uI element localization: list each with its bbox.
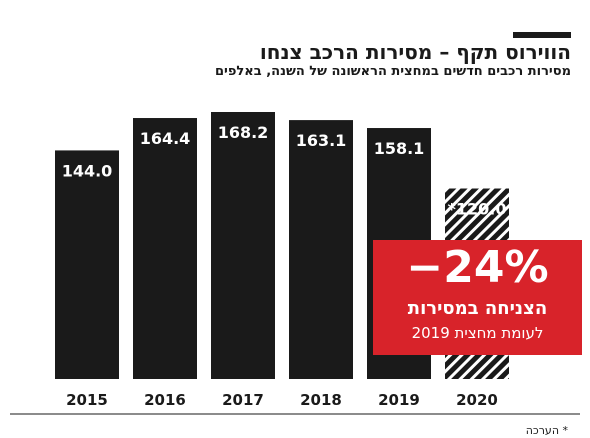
value-labels-group: 144.0 164.4 168.2 163.1 158.1 *120.0 bbox=[62, 123, 507, 219]
x-tick-2018: 2018 bbox=[300, 391, 342, 409]
x-tick-2020: 2020 bbox=[456, 391, 498, 409]
bar-2017 bbox=[211, 112, 275, 379]
x-tick-labels-group: 2015 2016 2017 2018 2019 2020 bbox=[66, 391, 498, 409]
value-label-2015: 144.0 bbox=[62, 161, 113, 180]
value-label-2019: 158.1 bbox=[374, 139, 425, 158]
value-label-2018: 163.1 bbox=[296, 131, 347, 150]
x-tick-2017: 2017 bbox=[222, 391, 264, 409]
value-label-2016: 164.4 bbox=[140, 129, 191, 148]
decline-comparison: לעומת מחצית 2019 bbox=[411, 324, 544, 342]
value-label-2017: 168.2 bbox=[218, 123, 269, 142]
bar-2016 bbox=[133, 118, 197, 379]
top-rule bbox=[513, 32, 571, 38]
x-tick-2016: 2016 bbox=[144, 391, 186, 409]
bar-2018 bbox=[289, 120, 353, 380]
decline-badge: −24% הצניחה במסירות לעומת מחצית 2019 bbox=[373, 240, 582, 355]
bar-2015 bbox=[55, 150, 119, 379]
x-tick-2019: 2019 bbox=[378, 391, 420, 409]
chart-subtitle: מסירות רכבים חדשים במחצית הראשונה של השנ… bbox=[214, 64, 571, 79]
value-label-2020: *120.0 bbox=[448, 200, 507, 219]
decline-caption: הצניחה במסירות bbox=[407, 298, 548, 319]
decline-percent: −24% bbox=[406, 242, 549, 293]
estimate-footnote: * הערכה bbox=[525, 424, 568, 437]
x-tick-2015: 2015 bbox=[66, 391, 108, 409]
chart-title: הווירוס תקף – מסירות הרכב צנחו bbox=[259, 40, 571, 64]
